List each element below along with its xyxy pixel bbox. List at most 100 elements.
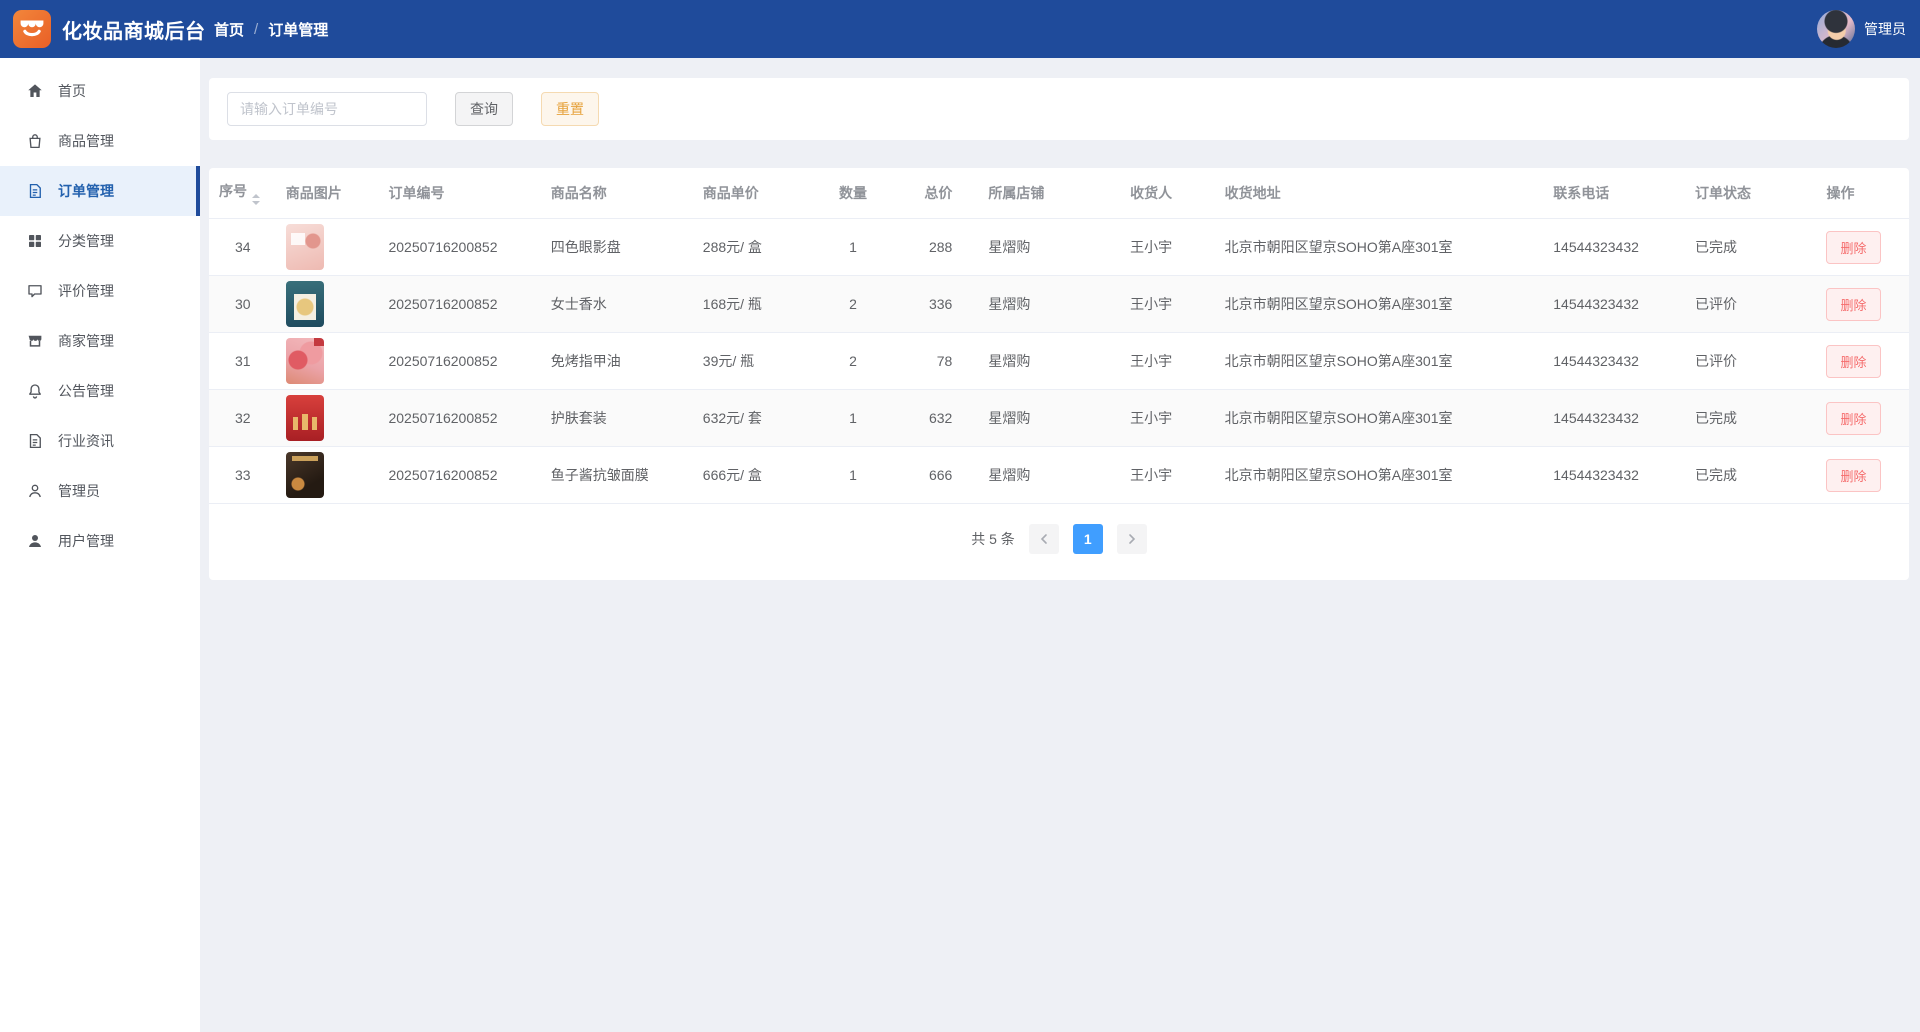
cell-unit-price: 666元/ 盒 (692, 446, 819, 504)
cell-recipient: 王小宇 (1120, 275, 1215, 333)
cell-index: 33 (209, 446, 276, 504)
cell-unit-price: 39元/ 瓶 (692, 332, 819, 390)
document-icon (26, 182, 44, 200)
cell-order-no: 20250716200852 (378, 332, 541, 390)
cell-index: 32 (209, 389, 276, 447)
cell-store: 星熠购 (978, 275, 1121, 333)
cell-order-status: 已完成 (1685, 218, 1817, 276)
delete-button[interactable]: 删除 (1826, 344, 1881, 378)
cell-unit-price: 288元/ 盒 (692, 218, 819, 276)
cell-phone: 14544323432 (1543, 389, 1686, 447)
sidebar-item-users[interactable]: 用户管理 (0, 516, 200, 566)
product-image-skincare-set (285, 395, 324, 441)
table-header-row: 序号 商品图片 订单编号 商品名称 商品单价 数量 总价 所属店铺 收货人 收货地址 联系电话 订单状… (209, 168, 1909, 219)
next-page-button[interactable] (1116, 524, 1147, 554)
cell-total: 288 (887, 218, 979, 276)
cell-address: 北京市朝阳区望京SOHO第A座301室 (1214, 332, 1544, 390)
column-header-status: 订单状态 (1685, 168, 1817, 219)
sidebar-item-products[interactable]: 商品管理 (0, 116, 200, 166)
cell-order-status: 已完成 (1685, 389, 1817, 447)
sidebar-item-label: 首页 (58, 83, 86, 99)
cell-store: 星熠购 (978, 218, 1121, 276)
sort-caret-icon[interactable] (252, 194, 260, 205)
cell-product-image (275, 218, 379, 276)
sidebar-item-reviews[interactable]: 评价管理 (0, 266, 200, 316)
cell-order-no: 20250716200852 (378, 218, 541, 276)
cell-total: 336 (887, 275, 979, 333)
admin-label: 管理员 (1864, 21, 1906, 37)
sidebar-menu: 首页商品管理订单管理分类管理评价管理商家管理 公告管理行业资讯管理员用户管理 (0, 58, 200, 1032)
reset-button[interactable]: 重置 (541, 92, 599, 126)
bag-icon (26, 132, 44, 150)
sidebar-item-admin[interactable]: 管理员 (0, 466, 200, 516)
cell-product-name: 鱼子酱抗皱面膜 (540, 446, 693, 504)
grid-icon (26, 232, 44, 250)
cell-product-image (275, 332, 379, 390)
column-header-action: 操作 (1816, 168, 1909, 219)
column-header-index[interactable]: 序号 (209, 168, 276, 219)
sidebar-item-home[interactable]: 首页 (0, 66, 200, 116)
cell-total: 666 (887, 446, 979, 504)
cell-action: 删除 (1816, 389, 1909, 447)
cell-phone: 14544323432 (1543, 332, 1686, 390)
cell-action: 删除 (1816, 332, 1909, 390)
cell-index: 30 (209, 275, 276, 333)
prev-page-button[interactable] (1028, 524, 1059, 554)
cell-product-image (275, 389, 379, 447)
delete-button[interactable]: 删除 (1826, 401, 1881, 435)
user-filled-icon (26, 532, 44, 550)
storefront-logo-icon (13, 10, 51, 48)
order-no-input[interactable] (227, 92, 427, 126)
cell-product-image (275, 275, 379, 333)
column-header-order_no: 订单编号 (378, 168, 541, 219)
avatar[interactable] (1817, 10, 1855, 48)
sidebar-item-categories[interactable]: 分类管理 (0, 216, 200, 266)
cell-order-status: 已评价 (1685, 275, 1817, 333)
cell-quantity: 1 (818, 446, 888, 504)
chevron-left-icon (1038, 533, 1050, 545)
table-row: 33 20250716200852 鱼子酱抗皱面膜 666元/ 盒 1 666 星熠购 王小宇… (209, 446, 1909, 504)
product-image-caviar-mask (285, 452, 324, 498)
sidebar-item-merchants[interactable]: 商家管理 (0, 316, 200, 366)
sidebar-item-orders[interactable]: 订单管理 (0, 166, 200, 216)
cell-product-image (275, 446, 379, 504)
pagination: 共 5 条 1 (209, 504, 1909, 580)
page-button-1[interactable]: 1 (1072, 524, 1103, 554)
cell-store: 星熠购 (978, 446, 1121, 504)
column-header-recipient: 收货人 (1120, 168, 1215, 219)
sidebar-item-label: 用户管理 (58, 533, 114, 549)
table-row: 31 20250716200852 免烤指甲油 39元/ 瓶 2 78 星熠购 王小宇 北京市朝… (209, 332, 1909, 390)
query-button[interactable]: 查询 (455, 92, 513, 126)
cell-quantity: 2 (818, 275, 888, 333)
cell-recipient: 王小宇 (1120, 332, 1215, 390)
cell-recipient: 王小宇 (1120, 389, 1215, 447)
sidebar-item-industry-news[interactable]: 行业资讯 (0, 416, 200, 466)
user-icon (26, 482, 44, 500)
column-header-store: 所属店铺 (978, 168, 1121, 219)
sidebar-item-label: 评价管理 (58, 283, 114, 299)
cell-index: 31 (209, 332, 276, 390)
breadcrumb-home[interactable]: 首页 (214, 21, 245, 39)
column-header-unit_price: 商品单价 (692, 168, 819, 219)
breadcrumb-current: 订单管理 (268, 21, 329, 39)
cell-order-status: 已评价 (1685, 332, 1817, 390)
column-header-address: 收货地址 (1214, 168, 1544, 219)
product-image-eyeshadow-palette (285, 224, 324, 270)
sidebar-item-announcements[interactable]: 公告管理 (0, 366, 200, 416)
cell-unit-price: 632元/ 套 (692, 389, 819, 447)
cell-phone: 14544323432 (1543, 275, 1686, 333)
cell-product-name: 护肤套装 (540, 389, 693, 447)
sidebar-item-label: 管理员 (58, 483, 100, 499)
cell-recipient: 王小宇 (1120, 218, 1215, 276)
orders-table-card: 序号 商品图片 订单编号 商品名称 商品单价 数量 总价 所属店铺 收货人 收货地址 联系电话 订单状… (209, 168, 1909, 580)
product-image-perfume (285, 281, 324, 327)
delete-button[interactable]: 删除 (1826, 230, 1881, 264)
main-content: 查询 重置 序号商品图片订单编号商品名称商品单价数量总价所属店铺收货人收货地址联… (200, 58, 1920, 1032)
sidebar-item-label: 订单管理 (58, 183, 114, 199)
table-row: 34 20250716200852 四色眼影盘 288元/ 盒 1 288 星熠购 王小宇 北京… (209, 218, 1909, 276)
delete-button[interactable]: 删除 (1826, 458, 1881, 492)
delete-button[interactable]: 删除 (1826, 287, 1881, 321)
brand: 化妆品商城后台 (0, 10, 205, 48)
sidebar-item-label: 行业资讯 (58, 433, 114, 449)
